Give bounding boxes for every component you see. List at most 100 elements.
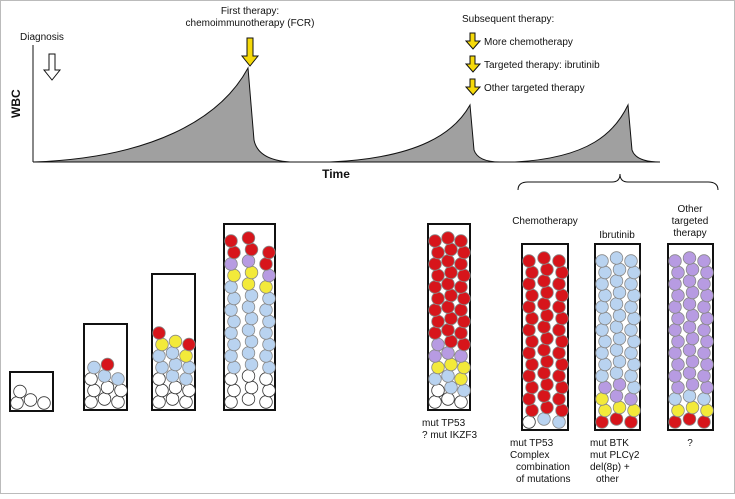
cell [457, 268, 471, 283]
cell [624, 346, 638, 360]
cell [441, 323, 455, 337]
cell [241, 346, 256, 360]
therapy-arrow [240, 37, 260, 67]
cell [700, 357, 714, 372]
cell [552, 277, 566, 291]
cell [685, 262, 700, 277]
cell [552, 369, 566, 383]
cell [595, 277, 609, 291]
mutation-note: combination [516, 462, 570, 473]
cell [682, 274, 697, 288]
cell [668, 346, 682, 360]
cell [444, 357, 458, 372]
cell [537, 343, 551, 357]
cell [522, 254, 536, 268]
cell [182, 337, 196, 352]
column-header: targeted [672, 216, 709, 227]
cell [37, 396, 51, 410]
cell [522, 300, 536, 314]
cell [682, 343, 697, 357]
cell [697, 277, 711, 291]
cell [168, 380, 183, 395]
cell [552, 415, 566, 429]
cell [624, 392, 638, 406]
cell [262, 268, 276, 283]
cell [227, 383, 241, 398]
cell [540, 377, 554, 392]
cell [525, 288, 539, 303]
cell [595, 323, 609, 337]
cell [428, 395, 442, 409]
mutation-note: del(8p) + [590, 462, 630, 473]
cell [668, 254, 682, 268]
cell [609, 389, 624, 403]
cell [454, 326, 468, 340]
cell [431, 291, 445, 306]
cell [624, 277, 638, 291]
cell [155, 337, 169, 352]
cell [537, 251, 551, 265]
cell [525, 311, 539, 326]
cell [168, 334, 183, 349]
cell [682, 251, 697, 265]
cell [609, 320, 624, 334]
cell [540, 308, 554, 323]
cell [244, 311, 259, 326]
cell [165, 392, 180, 406]
brace [517, 173, 719, 191]
cell [84, 395, 98, 409]
mutation-note: Complex [510, 450, 549, 461]
cell [244, 380, 259, 395]
cell [668, 392, 682, 406]
cell [441, 254, 455, 268]
cell [540, 354, 554, 369]
cell [612, 262, 627, 277]
cell [441, 300, 455, 314]
clone-boxes [9, 223, 714, 431]
cell [241, 392, 256, 406]
y-axis-label: WBC [9, 89, 23, 118]
cell [444, 380, 458, 395]
cell [627, 288, 641, 303]
cell [522, 346, 536, 360]
therapy-option: More chemotherapy [484, 37, 573, 48]
cell [262, 360, 276, 375]
cell [624, 300, 638, 314]
cell [555, 380, 569, 395]
cell [259, 257, 273, 271]
cell [525, 334, 539, 349]
cell [555, 334, 569, 349]
mutation-note: ? mut IKZF3 [422, 430, 477, 441]
therapy-option: Targeted therapy: ibrutinib [484, 60, 600, 71]
cell [525, 380, 539, 395]
cell [428, 257, 442, 271]
cell [537, 389, 551, 403]
cell [244, 288, 259, 303]
cell [155, 360, 169, 375]
cell [609, 366, 624, 380]
cell [224, 349, 238, 363]
cell [457, 337, 471, 352]
cell [262, 337, 276, 352]
cell [259, 326, 273, 340]
wbc-curve [329, 103, 501, 163]
cell [685, 331, 700, 346]
cell [697, 369, 711, 383]
cell [227, 245, 241, 260]
cell [700, 380, 714, 395]
cell [522, 369, 536, 383]
cell [682, 320, 697, 334]
cell [609, 412, 624, 426]
cell [668, 323, 682, 337]
cell [454, 234, 468, 248]
cell [697, 300, 711, 314]
wbc-curve [32, 66, 291, 163]
cell [454, 303, 468, 317]
cell [441, 369, 455, 383]
cell [552, 323, 566, 337]
cell [97, 369, 112, 383]
cell [431, 337, 445, 352]
cell [609, 297, 624, 311]
cell [540, 262, 554, 277]
